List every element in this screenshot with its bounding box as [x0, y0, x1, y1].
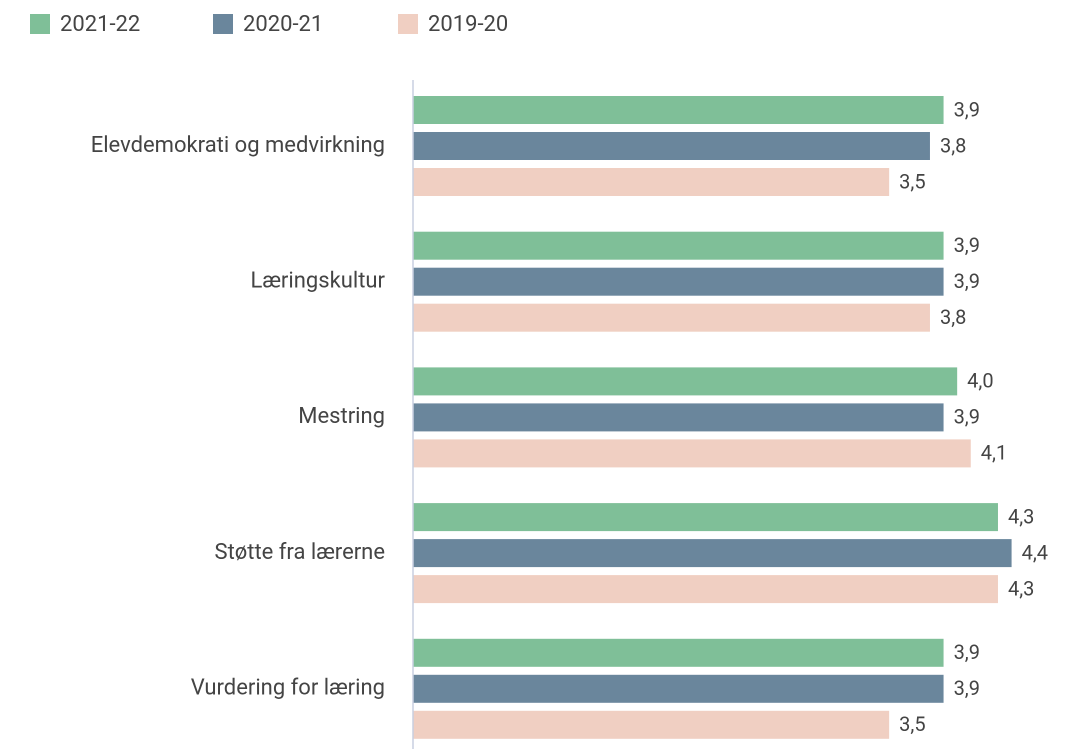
bar [413, 96, 944, 124]
y-tick-label: Mestring [298, 404, 385, 429]
value-label: 4,3 [1008, 576, 1034, 600]
value-label: 3,9 [954, 97, 980, 121]
bar [413, 539, 1012, 568]
value-label: 4,4 [1022, 540, 1048, 564]
value-label: 3,9 [954, 269, 980, 293]
value-label: 3,9 [954, 640, 980, 664]
bar [413, 575, 998, 604]
y-tick-label: Læringskultur [250, 269, 385, 294]
y-tick-label: Støtte fra lærerne [215, 540, 385, 565]
bar [413, 439, 971, 468]
bar [413, 367, 958, 396]
bar [413, 132, 930, 160]
bar [413, 503, 998, 532]
value-label: 3,9 [954, 233, 980, 257]
bar [413, 674, 944, 703]
bar [413, 168, 890, 196]
legend-label: 2019-20 [428, 12, 508, 37]
y-tick-label: Elevdemokrati og medvirkning [91, 133, 385, 158]
value-label: 3,8 [940, 133, 966, 157]
bar [413, 710, 890, 739]
legend-label: 2020-21 [243, 12, 323, 37]
legend-swatch [30, 14, 50, 34]
bar [413, 303, 930, 332]
bar [413, 231, 944, 260]
y-tick-label: Vurdering for læring [191, 676, 385, 701]
value-label: 3,9 [954, 405, 980, 429]
legend-swatch [213, 14, 233, 34]
bar [413, 267, 944, 296]
value-label: 4,1 [981, 441, 1007, 465]
bar [413, 403, 944, 432]
value-label: 4,0 [967, 369, 993, 393]
value-label: 3,9 [954, 676, 980, 700]
value-label: 4,3 [1008, 504, 1034, 528]
value-label: 3,8 [940, 305, 966, 329]
legend-label: 2021-22 [60, 12, 140, 37]
value-label: 3,5 [899, 169, 925, 193]
value-label: 3,5 [899, 712, 925, 736]
bar [413, 638, 944, 667]
legend-swatch [398, 14, 418, 34]
